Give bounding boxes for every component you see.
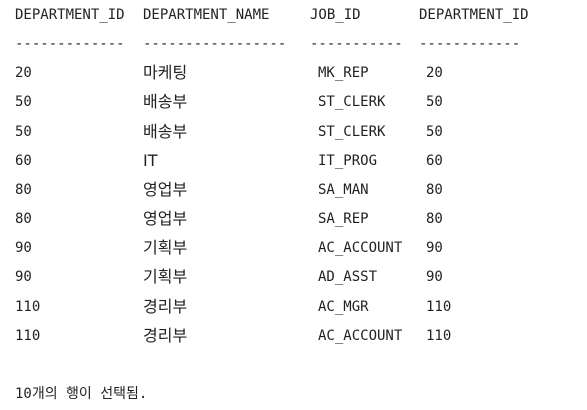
rows-selected-status: 10개의 행이 선택됨. [0,384,587,404]
separator: ----------- [310,36,403,52]
table-row: 50 배송부 ST_CLERK 50 [0,92,587,112]
column-header-department-name: DEPARTMENT_NAME [143,7,270,23]
table-row: 50 배송부 ST_CLERK 50 [0,122,587,142]
table-row: 110 경리부 AC_MGR 110 [0,297,587,317]
table-row: 80 영업부 SA_MAN 80 [0,180,587,200]
column-header-department-id: DEPARTMENT_ID [15,7,125,23]
cell-department-name: 마케팅 [143,63,188,82]
cell-department-name: 배송부 [143,92,188,111]
cell-department-id-2: 110 [426,328,452,344]
cell-department-id-2: 50 [426,124,443,140]
cell-department-id-2: 20 [426,65,443,81]
cell-job-id: AD_ASST [318,269,378,285]
cell-department-id: 80 [15,182,32,198]
cell-department-name: 기획부 [143,238,188,257]
cell-job-id: MK_REP [318,65,369,81]
table-row: 60 IT IT_PROG 60 [0,151,587,171]
cell-department-id: 90 [15,269,32,285]
cell-department-id-2: 90 [426,240,443,256]
cell-department-name: 기획부 [143,267,188,286]
column-header-department-id-2: DEPARTMENT_ID [419,7,529,23]
cell-job-id: AC_ACCOUNT [318,240,403,256]
cell-department-id: 90 [15,240,32,256]
cell-department-id: 20 [15,65,32,81]
cell-job-id: ST_CLERK [318,94,386,110]
separator: ----------------- [143,36,287,52]
cell-department-name: 배송부 [143,122,188,141]
cell-department-id: 50 [15,94,32,110]
cell-department-id: 60 [15,153,32,169]
cell-job-id: SA_REP [318,211,369,227]
cell-department-id-2: 80 [426,182,443,198]
cell-department-id-2: 110 [426,299,452,315]
cell-department-id-2: 90 [426,269,443,285]
cell-department-name: 경리부 [143,326,188,345]
cell-department-id: 80 [15,211,32,227]
cell-job-id: AC_ACCOUNT [318,328,403,344]
cell-department-name: IT [143,151,158,170]
separator-row: ------------- ----------------- --------… [0,34,587,54]
cell-job-id: IT_PROG [318,153,378,169]
cell-department-name: 경리부 [143,297,188,316]
separator: ------------- [15,36,125,52]
cell-department-name: 영업부 [143,180,188,199]
header-row: DEPARTMENT_ID DEPARTMENT_NAME JOB_ID DEP… [0,5,587,25]
table-row: 90 기획부 AC_ACCOUNT 90 [0,238,587,258]
cell-department-id: 50 [15,124,32,140]
separator: ------------ [419,36,521,52]
status-text: 10개의 행이 선택됨. [15,386,148,402]
cell-department-id-2: 60 [426,153,443,169]
cell-job-id: SA_MAN [318,182,369,198]
table-row: 80 영업부 SA_REP 80 [0,209,587,229]
table-row: 20 마케팅 MK_REP 20 [0,63,587,83]
cell-job-id: AC_MGR [318,299,369,315]
cell-department-id-2: 50 [426,94,443,110]
cell-department-id: 110 [15,299,41,315]
cell-job-id: ST_CLERK [318,124,386,140]
cell-department-id-2: 80 [426,211,443,227]
table-row: 110 경리부 AC_ACCOUNT 110 [0,326,587,346]
cell-department-id: 110 [15,328,41,344]
column-header-job-id: JOB_ID [310,7,361,23]
cell-department-name: 영업부 [143,209,188,228]
table-row: 90 기획부 AD_ASST 90 [0,267,587,287]
